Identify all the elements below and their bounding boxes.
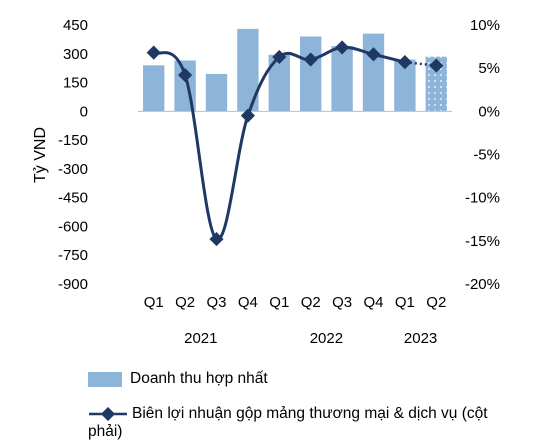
y-axis-label: Tỷ VND (32, 127, 49, 183)
x-tick-label: Q4 (238, 294, 258, 311)
legend-item-margin: Biên lợi nhuận gộp mảng thương mại & dịc… (88, 405, 488, 441)
right-tick-label: -15% (465, 233, 500, 250)
year-label: 2023 (404, 330, 437, 347)
left-tick-label: 450 (63, 17, 88, 34)
right-tick-label: 5% (478, 60, 500, 77)
year-label: 2021 (184, 330, 217, 347)
left-tick-label: -450 (58, 190, 88, 207)
bar (237, 28, 259, 112)
year-label: 2022 (310, 330, 343, 347)
margin-point (146, 45, 161, 60)
right-tick-label: 0% (478, 103, 500, 120)
margin-line-path (152, 45, 406, 241)
left-axis: 450 300 150 0 -150 -300 -450 -600 -750 -900 (58, 17, 88, 293)
legend-swatch-bar (88, 371, 122, 387)
left-tick-label: 150 (63, 75, 88, 92)
x-tick-label: Q4 (363, 294, 383, 311)
left-tick-label: -750 (58, 247, 88, 264)
x-tick-label: Q2 (175, 294, 195, 311)
x-tick-label: Q3 (332, 294, 352, 311)
right-tick-label: -5% (473, 147, 500, 164)
bars (143, 28, 447, 112)
right-tick-label: 10% (470, 17, 500, 34)
bar (300, 36, 322, 112)
x-tick-label: Q1 (269, 294, 289, 311)
margin-point (209, 232, 224, 247)
margin-point (335, 40, 350, 55)
right-axis: 10% 5% 0% -5% -10% -15% -20% (465, 17, 500, 293)
right-tick-label: -10% (465, 190, 500, 207)
legend-swatch-line (89, 406, 127, 421)
x-axis: Q1 Q2 Q3 Q4 Q1 Q2 Q3 Q4 Q1 Q2 (144, 294, 447, 311)
x-tick-label: Q3 (206, 294, 226, 311)
bar (425, 56, 447, 112)
x-tick-label: Q2 (301, 294, 321, 311)
left-tick-label: -150 (58, 132, 88, 149)
bar (362, 33, 385, 112)
margin-point (272, 49, 287, 65)
margin-point (303, 52, 318, 67)
year-labels: 2021 2022 2023 (184, 330, 437, 347)
x-tick-label: Q2 (426, 294, 446, 311)
margin-point (366, 47, 381, 62)
legend-label-revenue: Doanh thu hợp nhất (130, 370, 268, 387)
margin-point (397, 55, 412, 70)
legend-item-revenue: Doanh thu hợp nhất (88, 370, 268, 388)
legend-label-margin: Biên lợi nhuận gộp mảng thương mại & dịc… (88, 405, 488, 440)
left-tick-label: -900 (58, 276, 88, 293)
left-tick-label: 0 (80, 103, 88, 120)
left-tick-label: 300 (63, 46, 88, 63)
bar (205, 73, 228, 112)
bar (268, 54, 290, 112)
x-tick-label: Q1 (395, 294, 415, 311)
bar (331, 46, 353, 112)
right-tick-label: -20% (465, 276, 500, 293)
bar (394, 59, 416, 112)
x-tick-label: Q1 (144, 294, 164, 311)
left-tick-label: -600 (58, 218, 88, 235)
left-tick-label: -300 (58, 161, 88, 178)
margin-point (429, 58, 444, 73)
bar (143, 65, 165, 112)
